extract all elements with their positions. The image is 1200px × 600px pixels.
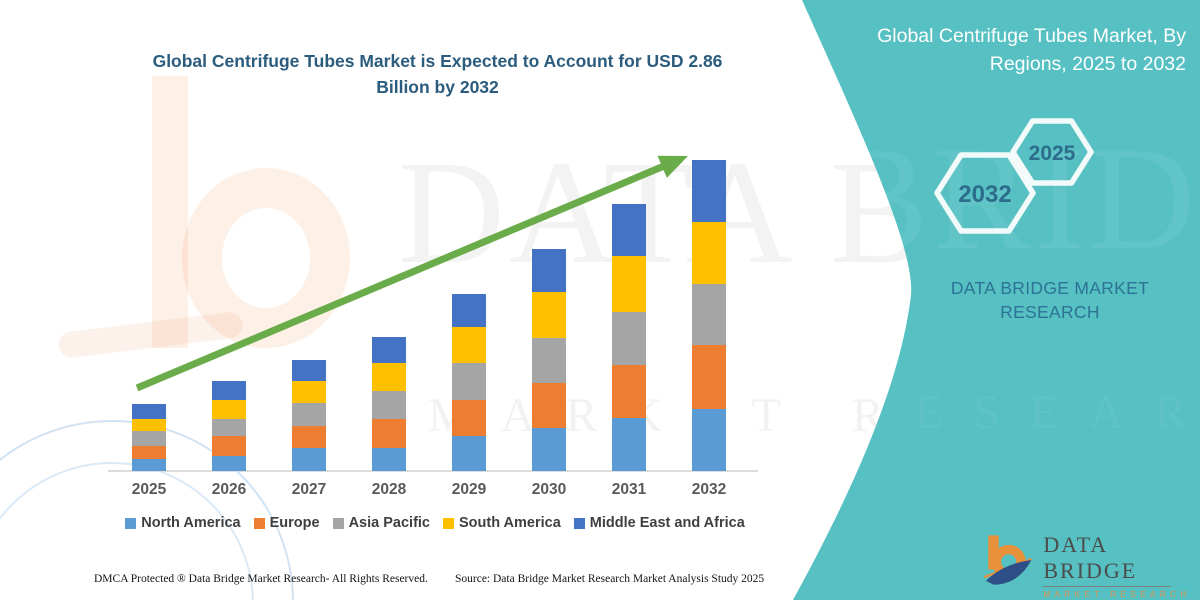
hexagon-2025-label: 2025 [1029, 142, 1076, 165]
bar-2031 [612, 204, 646, 471]
bar-2030 [532, 249, 566, 471]
legend-swatch [253, 517, 265, 529]
x-axis-label-2029: 2029 [451, 481, 487, 498]
bar-segment-south-america-2031 [612, 256, 646, 312]
bar-segment-asia-pacific-2028 [372, 391, 406, 419]
legend-label: Middle East and Africa [589, 515, 745, 531]
bar-2032 [692, 160, 726, 471]
bar-segment-middle-east-and-africa-2031 [612, 204, 646, 256]
bar-segment-south-america-2028 [372, 363, 406, 391]
legend-label: North America [141, 515, 241, 531]
bar-segment-middle-east-and-africa-2029 [452, 294, 486, 327]
hexagon-2032-outline [934, 152, 1036, 234]
x-axis-line [108, 470, 758, 472]
bar-segment-south-america-2029 [452, 327, 486, 363]
bar-segment-south-america-2026 [212, 400, 246, 419]
footer-dmca-text: DMCA Protected ® Data Bridge Market Rese… [94, 573, 428, 585]
bar-segment-asia-pacific-2031 [612, 312, 646, 365]
hexagon-2025: 2025 [1010, 118, 1094, 186]
hexagon-2025-outline [1010, 118, 1094, 186]
bar-segment-north-america-2025 [132, 459, 166, 471]
bar-segment-europe-2030 [532, 383, 566, 428]
legend-swatch [443, 517, 454, 529]
bar-segment-north-america-2027 [292, 448, 326, 471]
data-bridge-logo-textblock: DATA BRIDGE MARKET RESEARCH [1043, 532, 1200, 599]
footer-source-text: Source: Data Bridge Market Research Mark… [455, 573, 765, 585]
legend-item-middle-east-and-africa: Middle East and Africa [573, 515, 745, 531]
brand-text-line2: RESEARCH [1000, 302, 1100, 322]
bar-segment-middle-east-and-africa-2026 [212, 381, 246, 400]
bar-2026 [212, 381, 246, 471]
legend-item-north-america: North America [125, 515, 241, 531]
hexagon-2032: 2032 [934, 152, 1036, 234]
bar-segment-north-america-2028 [372, 448, 406, 471]
brand-text-line1: DATA BRIDGE MARKET [950, 278, 1150, 298]
bar-segment-europe-2029 [452, 400, 486, 436]
bar-segment-north-america-2031 [612, 418, 646, 471]
logo-name: DATA BRIDGE [1043, 532, 1138, 583]
bar-segment-south-america-2030 [532, 292, 566, 338]
data-bridge-logo: DATA BRIDGE MARKET RESEARCH [984, 532, 1200, 599]
legend-label: Asia Pacific [348, 515, 430, 531]
bar-segment-middle-east-and-africa-2028 [372, 337, 406, 363]
bar-2029 [452, 294, 486, 471]
bar-segment-asia-pacific-2027 [292, 403, 326, 426]
x-axis-label-2026: 2026 [211, 481, 247, 498]
logo-subtitle: MARKET RESEARCH [1043, 590, 1191, 599]
x-axis-label-2032: 2032 [691, 481, 727, 498]
legend-item-asia-pacific: Asia Pacific [332, 515, 430, 531]
data-bridge-logo-icon [984, 535, 1032, 585]
bar-segment-north-america-2030 [532, 428, 566, 471]
x-axis-label-2030: 2030 [531, 481, 567, 498]
bar-segment-south-america-2025 [132, 419, 166, 431]
bar-segment-asia-pacific-2026 [212, 419, 246, 436]
logo-divider [1043, 586, 1172, 587]
legend-swatch [573, 517, 585, 529]
bar-segment-asia-pacific-2030 [532, 338, 566, 383]
bar-segment-asia-pacific-2029 [452, 363, 486, 400]
bar-2025 [132, 404, 166, 471]
brand-text: DATA BRIDGE MARKET RESEARCH [928, 276, 1172, 324]
legend-label: South America [459, 515, 561, 531]
bar-2027 [292, 360, 326, 471]
x-axis-label-2028: 2028 [371, 481, 407, 498]
bar-segment-north-america-2026 [212, 456, 246, 471]
legend-item-europe: Europe [253, 515, 320, 531]
x-axis-label-2031: 2031 [611, 481, 647, 498]
bar-segment-europe-2027 [292, 426, 326, 448]
legend-item-south-america: South America [443, 515, 561, 531]
x-axis-label-2025: 2025 [131, 481, 167, 498]
hexagon-2032-label: 2032 [958, 181, 1011, 208]
bar-segment-asia-pacific-2032 [692, 284, 726, 345]
chart-legend: North America Europe Asia Pacific South Ame… [88, 515, 782, 531]
right-panel-heading-line1: Global Centrifuge Tubes Market, By [877, 25, 1186, 47]
bar-segment-south-america-2032 [692, 222, 726, 284]
right-panel-heading: Global Centrifuge Tubes Market, By Regio… [826, 22, 1186, 78]
legend-swatch [332, 517, 344, 529]
bar-segment-middle-east-and-africa-2027 [292, 360, 326, 381]
bar-segment-middle-east-and-africa-2032 [692, 160, 726, 222]
bar-2028 [372, 337, 406, 471]
bar-segment-asia-pacific-2025 [132, 431, 166, 446]
bar-segment-europe-2028 [372, 419, 406, 448]
bar-segment-south-america-2027 [292, 381, 326, 403]
bar-segment-europe-2031 [612, 365, 646, 418]
bar-segment-europe-2025 [132, 446, 166, 459]
right-panel-heading-line2: Regions, 2025 to 2032 [989, 53, 1186, 75]
bar-segment-north-america-2029 [452, 436, 486, 471]
bar-segment-middle-east-and-africa-2025 [132, 404, 166, 419]
x-axis-label-2027: 2027 [291, 481, 327, 498]
legend-label: Europe [269, 515, 320, 531]
bar-segment-europe-2032 [692, 345, 726, 409]
legend-swatch [125, 517, 137, 529]
bar-segment-europe-2026 [212, 436, 246, 456]
page-title: Global Centrifuge Tubes Market is Expect… [152, 51, 723, 97]
bar-segment-middle-east-and-africa-2030 [532, 249, 566, 292]
bar-segment-north-america-2032 [692, 409, 726, 471]
